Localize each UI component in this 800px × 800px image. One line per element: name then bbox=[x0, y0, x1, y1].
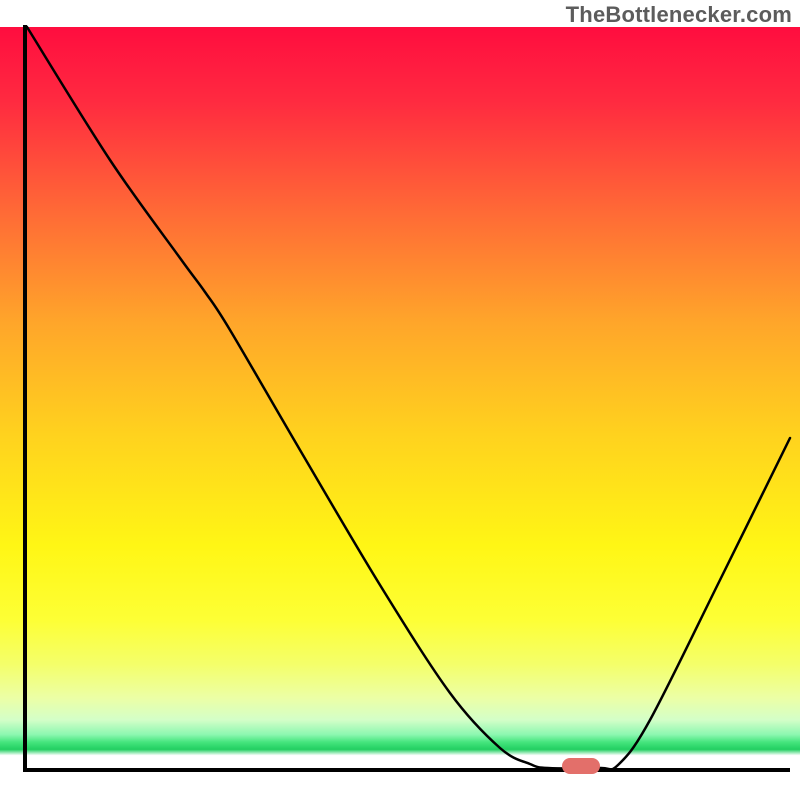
bottleneck-chart: TheBottlenecker.com bbox=[0, 0, 800, 800]
optimal-marker bbox=[562, 758, 600, 774]
bottleneck-curve bbox=[0, 0, 800, 800]
watermark-text: TheBottlenecker.com bbox=[566, 2, 792, 28]
